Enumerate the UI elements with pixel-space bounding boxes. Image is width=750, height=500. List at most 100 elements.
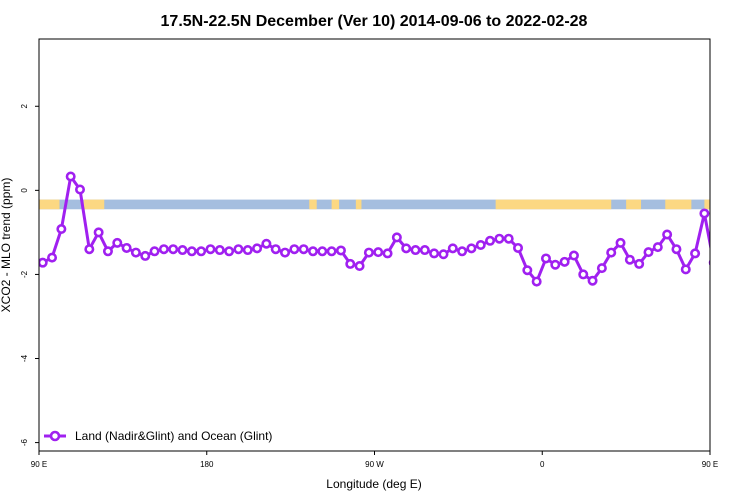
data-point [652, 242, 663, 253]
data-point [317, 246, 328, 257]
x-tick-label: 90 E [31, 460, 47, 469]
x-tick-label: 180 [200, 460, 214, 469]
y-tick-label: -6 [20, 438, 29, 446]
data-point [596, 263, 607, 274]
data-point [75, 184, 86, 195]
data-point [624, 254, 635, 265]
data-point [270, 244, 281, 255]
plot-area [39, 171, 745, 287]
data-point [326, 246, 337, 257]
land-ocean-mask-band [39, 199, 710, 210]
data-point [540, 253, 551, 264]
data-point [335, 245, 346, 256]
data-point [513, 242, 524, 253]
data-point [401, 243, 412, 254]
y-tick-label: 2 [20, 103, 29, 108]
data-point [738, 173, 745, 180]
chart-title: 17.5N-22.5N December (Ver 10) 2014-09-06… [161, 13, 588, 30]
y-tick-label: 0 [20, 188, 29, 193]
data-point [345, 258, 356, 269]
data-point [233, 244, 244, 255]
land-segment [495, 199, 612, 210]
data-point [242, 245, 253, 256]
data-point [587, 275, 598, 286]
data-point [93, 227, 104, 238]
land-segment [309, 199, 317, 210]
data-point [224, 246, 235, 257]
data-point [466, 243, 477, 254]
data-point [307, 246, 318, 257]
data-point [373, 247, 384, 258]
data-point [531, 276, 542, 287]
legend-label: Land (Nadir&Glint) and Ocean (Glint) [75, 429, 272, 443]
data-point [690, 248, 701, 259]
data-point [102, 246, 113, 257]
legend-marker-swatch [49, 430, 61, 442]
data-point [503, 233, 514, 244]
data-point [708, 259, 710, 266]
data-point [140, 250, 151, 261]
data-point [39, 257, 48, 268]
land-segment [83, 199, 105, 210]
ocean-band [39, 199, 710, 210]
data-point [429, 248, 440, 259]
land-segment [626, 199, 642, 210]
data-point [475, 240, 486, 251]
data-point [485, 235, 496, 246]
y-axis: 2 0 -2 -4 -6 [20, 103, 39, 446]
data-point [289, 244, 300, 255]
land-segment [704, 199, 710, 210]
data-point [550, 259, 561, 270]
data-point [447, 243, 458, 254]
data-point [457, 246, 468, 257]
data-point [186, 246, 197, 257]
y-tick-label: -4 [20, 354, 29, 362]
data-point [177, 245, 188, 256]
data-point [130, 247, 141, 258]
x-axis-label: Longitude (deg E) [326, 477, 421, 491]
data-point [699, 208, 710, 219]
data-point [662, 229, 673, 240]
data-point [205, 244, 216, 255]
x-tick-label: 0 [540, 460, 545, 469]
data-point [214, 245, 225, 256]
data-point [719, 254, 726, 261]
data-point [158, 244, 169, 255]
data-point [419, 245, 430, 256]
data-point [438, 249, 449, 260]
data-point [261, 238, 272, 249]
data-point [643, 247, 654, 258]
data-point [382, 248, 393, 259]
data-point [578, 269, 589, 280]
data-point [671, 244, 682, 255]
land-segment [331, 199, 340, 210]
legend: Land (Nadir&Glint) and Ocean (Glint) [44, 429, 272, 443]
data-point [354, 261, 365, 272]
data-point [298, 244, 309, 255]
land-segment [665, 199, 692, 210]
data-point [729, 226, 736, 233]
land-segment [39, 199, 60, 210]
y-tick-label: -2 [20, 270, 29, 278]
data-point [363, 247, 374, 258]
data-point [112, 237, 123, 248]
data-point [606, 247, 617, 258]
series-line [41, 175, 710, 284]
data-point [47, 252, 58, 263]
data-series-layer [39, 171, 745, 287]
data-point [56, 224, 67, 235]
x-tick-label: 90 E [702, 460, 718, 469]
data-point [149, 246, 160, 257]
plot-frame [38, 38, 711, 452]
data-point [121, 242, 132, 253]
data-point [196, 246, 207, 257]
x-axis: 90 E 180 90 W 0 90 E [31, 451, 718, 469]
data-point [391, 232, 402, 243]
land-segment [355, 199, 362, 210]
data-point [252, 243, 263, 254]
data-point [410, 245, 421, 256]
y-axis-label: XCO2 - MLO trend (ppm) [0, 178, 13, 313]
data-point [522, 265, 533, 276]
data-point [615, 237, 626, 248]
